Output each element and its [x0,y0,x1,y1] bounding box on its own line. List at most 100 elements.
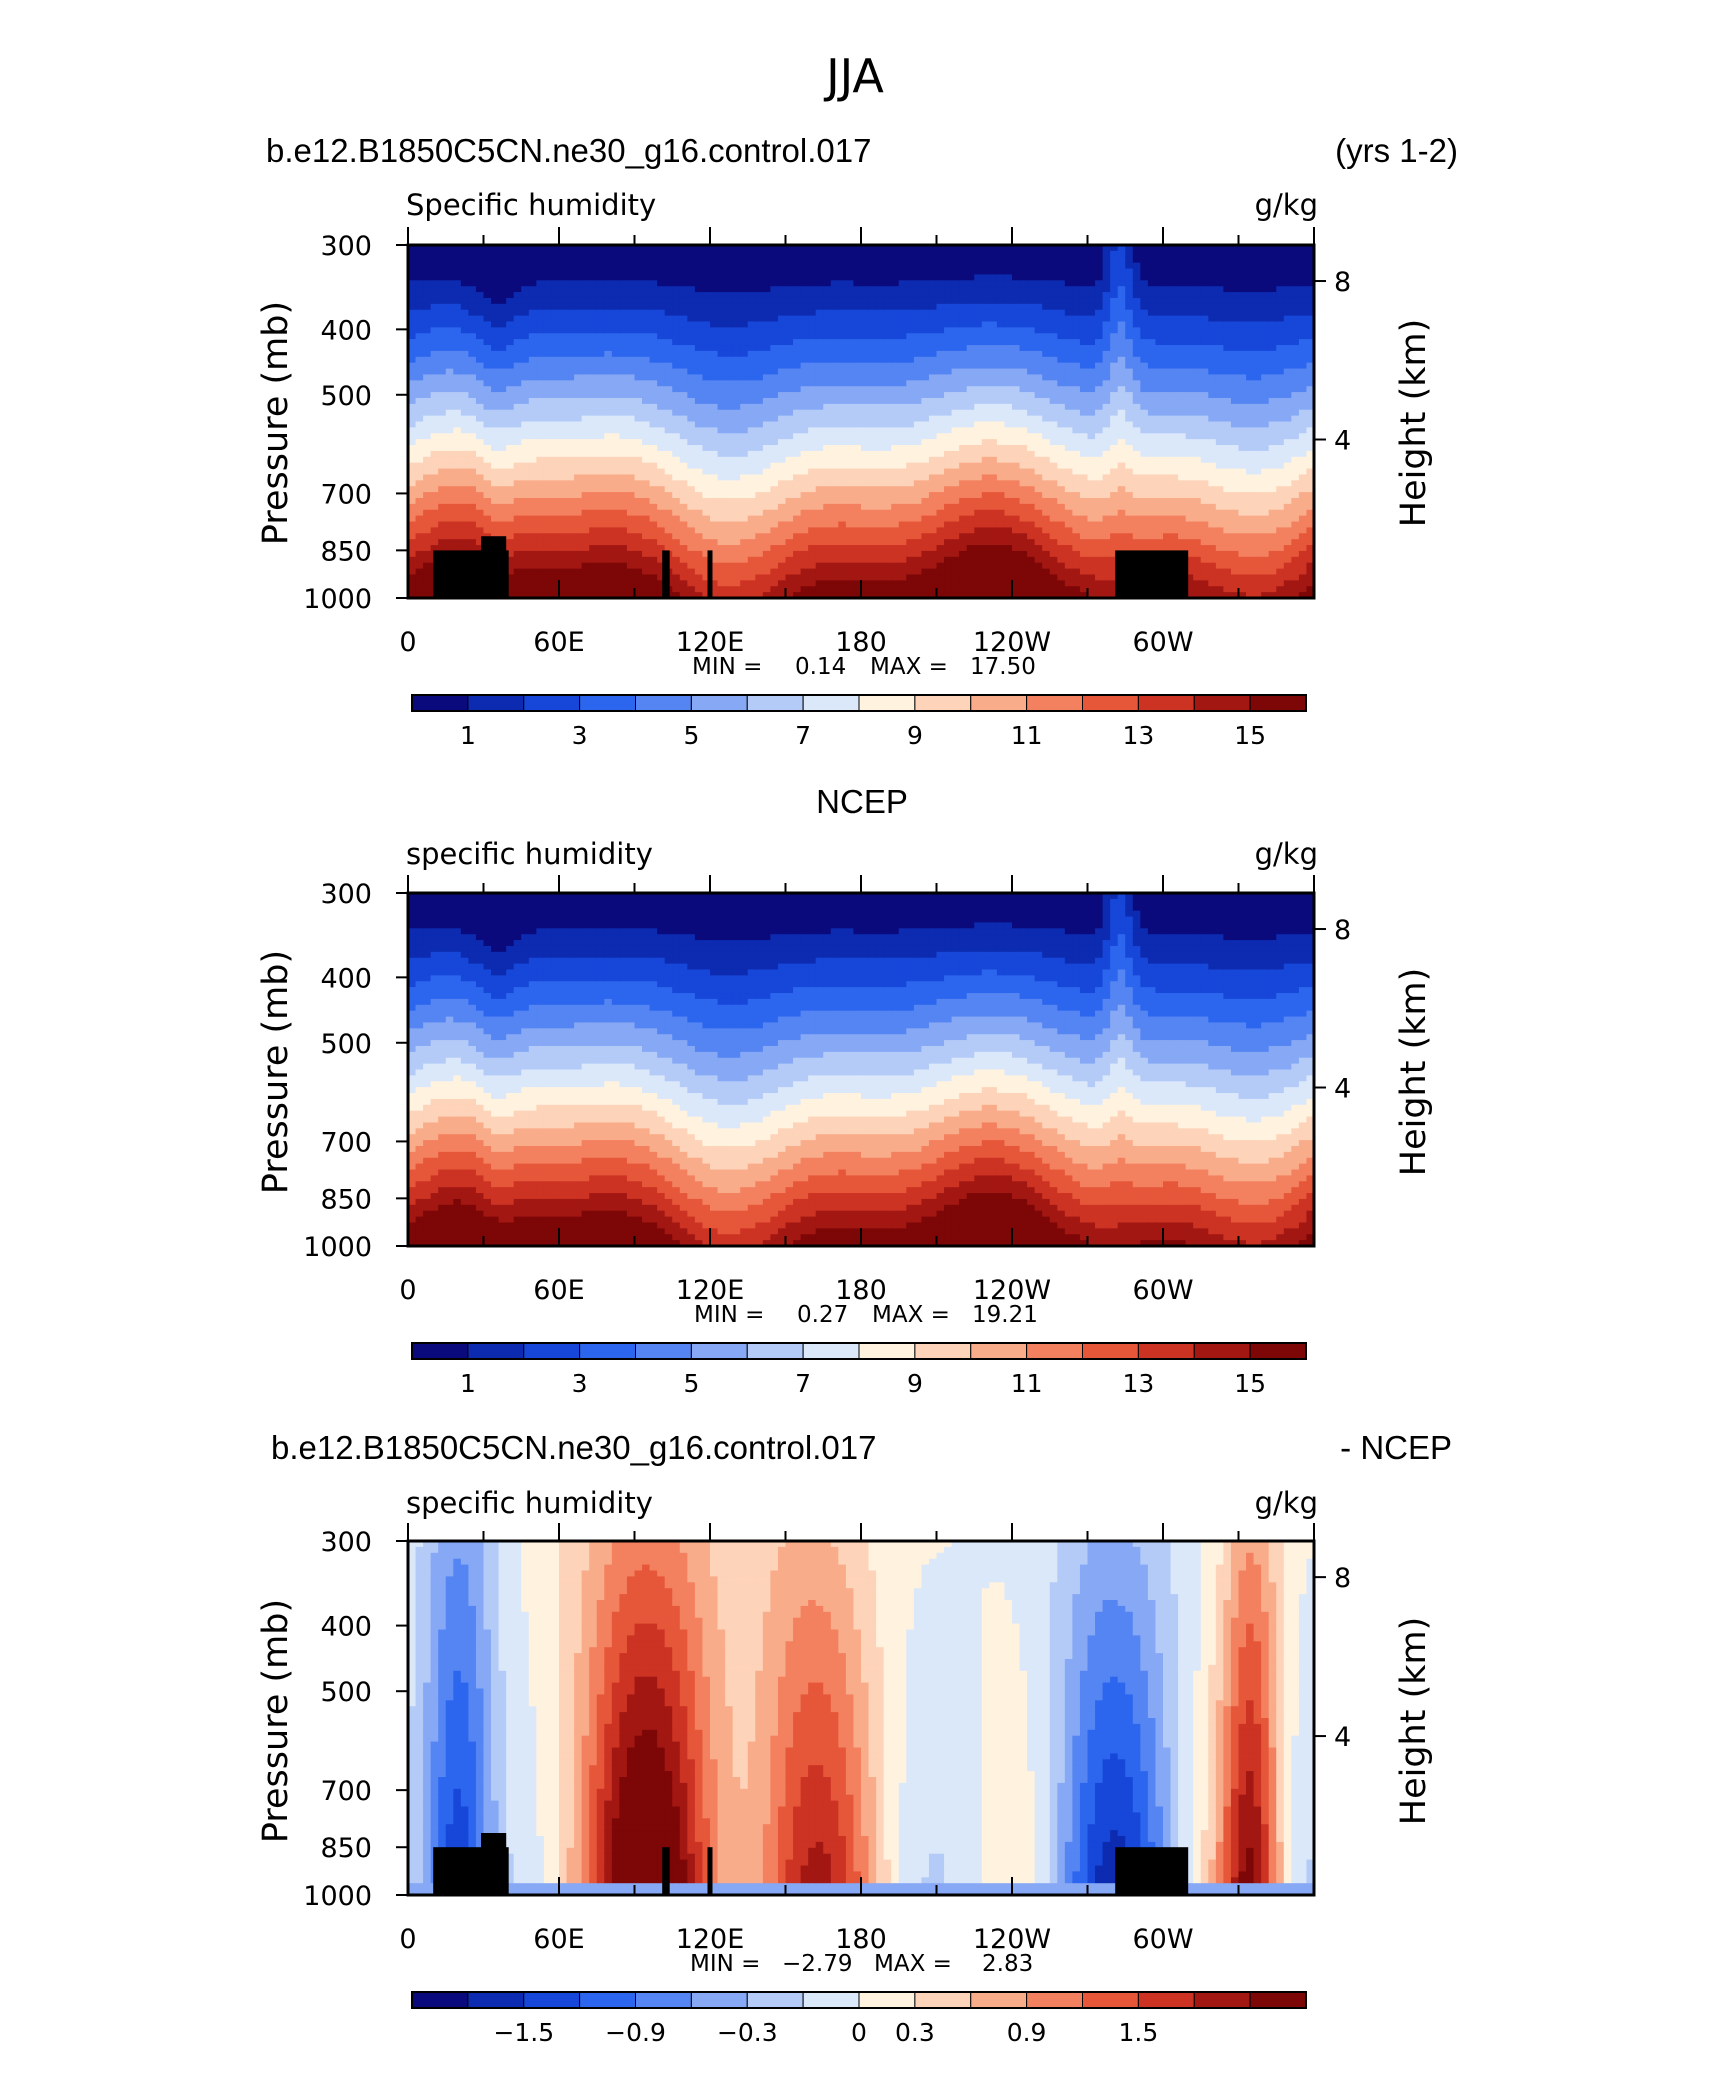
field-cell [936,274,945,281]
field-cell [581,250,590,258]
field-cell [732,474,741,481]
field-cell [785,245,794,252]
field-cell [702,439,711,446]
field-cell [649,433,658,440]
field-cell [604,562,613,570]
field-cell [536,586,545,593]
field-cell [664,356,673,364]
field-cell [777,356,787,364]
field-cell [732,415,741,423]
field-cell [430,497,439,505]
field-cell [657,368,666,376]
field-cell [710,397,719,405]
field-cell [687,445,696,452]
field-cell [445,350,454,358]
field-cell [966,527,975,534]
field-cell [959,315,968,323]
field-cell [672,327,681,334]
field-cell [808,580,817,587]
field-cell [1012,280,1021,287]
field-cell [936,386,945,393]
field-cell [475,450,485,458]
field-cell [959,480,968,487]
field-cell [543,515,553,523]
field-cell [626,297,636,305]
field-cell [732,545,741,552]
field-cell [702,580,711,587]
field-cell [408,509,417,517]
field-cell [702,574,711,581]
field-cell [732,533,741,540]
field-cell [800,309,809,317]
field-cell [845,286,855,293]
field-cell [823,368,832,376]
field-cell [921,545,930,552]
field-cell [611,350,620,358]
field-cell [793,297,802,305]
field-cell [710,568,719,576]
field-cell [717,350,726,358]
field-cell [853,527,862,534]
field-cell [596,403,605,411]
field-cell [445,468,454,476]
field-cell [755,409,764,417]
field-cell [830,292,839,299]
field-cell [574,580,583,587]
field-cell [694,474,704,481]
field-cell [506,492,515,499]
field-cell [747,539,756,546]
field-cell [906,480,915,487]
field-cell [566,550,575,558]
field-cell [642,280,651,287]
field-cell [498,333,507,340]
field-cell [845,409,855,417]
field-cell [989,550,998,558]
field-cell [951,339,960,346]
field-cell [853,356,862,364]
field-cell [785,403,794,411]
field-cell [815,415,824,423]
field-cell [634,468,643,476]
field-cell [830,286,839,293]
field-cell [604,556,613,564]
field-cell [483,380,492,387]
field-cell [732,445,741,452]
field-cell [702,368,711,376]
field-cell [959,592,968,599]
field-cell [513,392,522,399]
field-cell [687,480,696,487]
field-cell [408,345,417,352]
field-cell [725,392,734,399]
field-cell [951,321,960,328]
field-cell [906,280,915,287]
field-cell [793,350,802,358]
field-cell [445,403,454,411]
field-cell [777,521,787,528]
field-cell [808,492,817,499]
field-cell [634,456,643,464]
field-cell [762,568,771,576]
field-cell [891,339,900,346]
field-cell [453,268,462,276]
field-cell [815,409,824,417]
field-cell [611,274,620,281]
field-cell [936,268,945,276]
field-cell [611,439,620,446]
field-cell [506,515,515,523]
field-cell [732,492,741,499]
field-cell [755,545,764,552]
field-cell [921,580,930,587]
field-cell [808,303,817,311]
field-cell [702,327,711,334]
field-cell [777,350,787,358]
field-cell [755,274,764,281]
field-cell [634,521,643,528]
field-cell [589,515,598,523]
field-cell [566,586,575,593]
field-cell [725,439,734,446]
field-cell [559,280,568,287]
field-cell [853,368,862,376]
field-cell [966,533,975,540]
field-cell [642,421,651,428]
field-cell [445,415,454,423]
